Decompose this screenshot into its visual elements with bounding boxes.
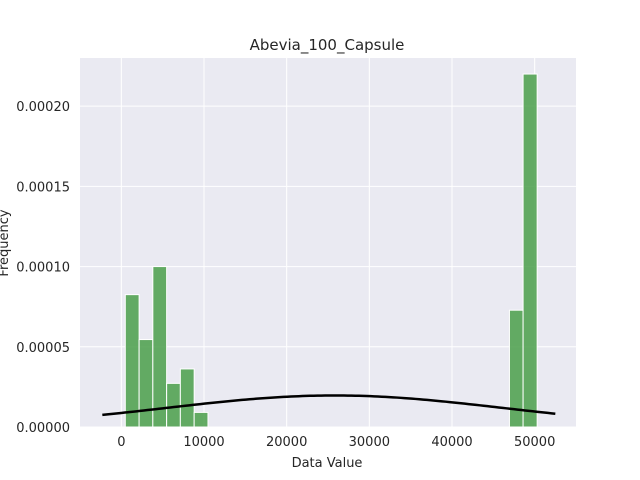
y-axis-label: Frequency — [0, 209, 12, 276]
x-tick-label: 40000 — [431, 435, 472, 450]
histogram-bar — [138, 339, 154, 428]
x-tick-label: 50000 — [514, 435, 555, 450]
histogram-bar — [522, 73, 538, 428]
x-tick-label: 20000 — [266, 435, 307, 450]
histogram-bar — [193, 411, 209, 428]
x-tick-label: 0 — [117, 435, 125, 450]
y-axis-ticks: 0.00000 0.00005 0.00010 0.00015 0.00020 — [16, 100, 70, 436]
y-tick-label: 0.00010 — [16, 261, 70, 276]
chart-title: Abevia_100_Capsule — [250, 36, 405, 55]
y-tick-label: 0.00015 — [16, 180, 70, 195]
histogram-bars — [124, 73, 538, 428]
y-tick-label: 0.00005 — [16, 341, 70, 356]
x-tick-label: 10000 — [183, 435, 224, 450]
y-tick-label: 0.00000 — [16, 421, 70, 436]
x-tick-label: 30000 — [349, 435, 390, 450]
x-axis-label: Data Value — [292, 456, 363, 471]
fit-curve — [102, 394, 556, 417]
y-tick-label: 0.00020 — [16, 100, 70, 115]
histogram-bar — [179, 368, 195, 428]
histogram-bar — [152, 266, 168, 428]
histogram-bar — [124, 294, 140, 428]
x-axis-ticks: 0 10000 20000 30000 40000 50000 — [117, 435, 555, 450]
histogram-bar — [166, 382, 181, 428]
